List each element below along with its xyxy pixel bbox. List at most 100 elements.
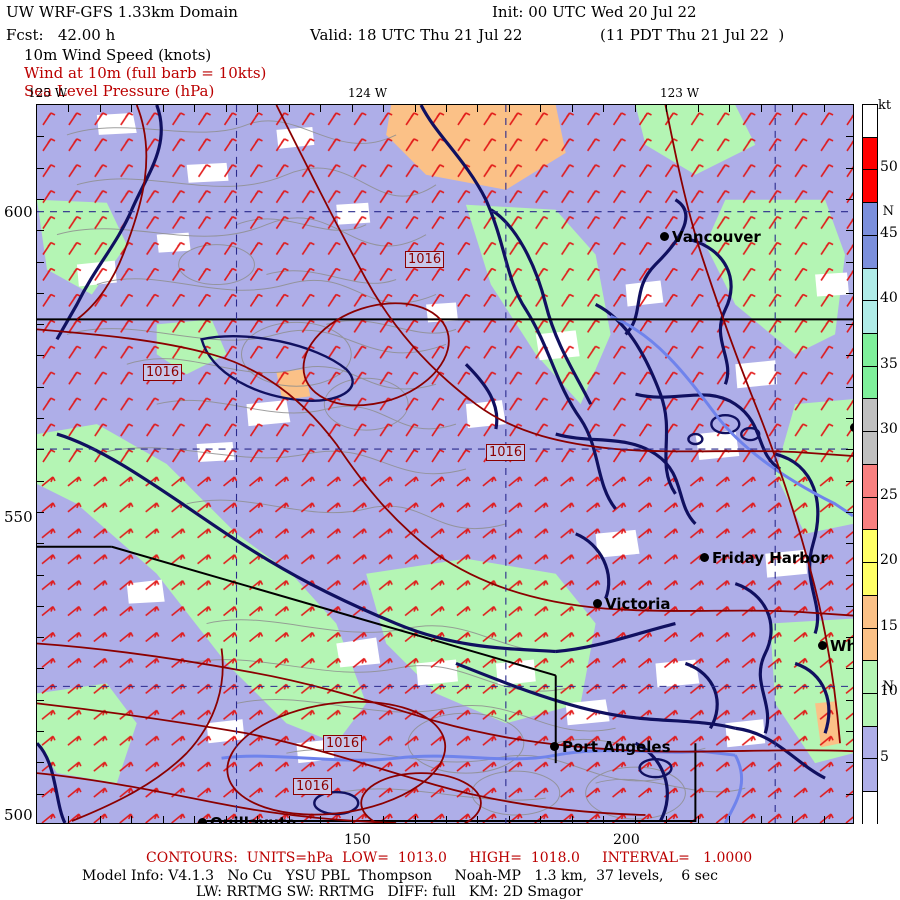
map-tick-x bbox=[603, 816, 605, 823]
valid-time: Valid: 18 UTC Thu 21 Jul 22 bbox=[310, 26, 523, 44]
colorbar-band-14 bbox=[863, 563, 877, 596]
city-dot-icon bbox=[850, 423, 853, 432]
map-tick-y bbox=[846, 574, 853, 576]
map-tick-y bbox=[37, 136, 44, 138]
map-tick-y bbox=[846, 480, 853, 482]
city-dot-icon bbox=[198, 818, 207, 823]
model-title: UW WRF-GFS 1.33km Domain bbox=[6, 3, 238, 21]
map-tick-x bbox=[446, 816, 447, 823]
map-tick-x bbox=[540, 105, 542, 112]
colorbar-tick-25: 25 bbox=[880, 486, 898, 503]
field-label: 10m Wind Speed (knots) bbox=[24, 46, 212, 64]
colorbar-tick-35: 35 bbox=[880, 355, 898, 372]
map-tick-x bbox=[477, 816, 479, 823]
city-dot-icon bbox=[550, 742, 559, 751]
map-tick-x bbox=[666, 816, 668, 823]
map-tick-y bbox=[37, 668, 44, 670]
map-tick-x bbox=[792, 105, 794, 112]
map-tick-x bbox=[697, 816, 699, 823]
colorbar-band-4 bbox=[863, 235, 877, 269]
map-tick-x bbox=[288, 816, 290, 823]
map-tick-y bbox=[846, 699, 853, 701]
map-tick-y bbox=[37, 324, 44, 326]
map-tick-y bbox=[846, 198, 853, 200]
map-tick-y bbox=[846, 418, 853, 420]
pressure-contour-label: 1016 bbox=[143, 364, 183, 381]
map-tick-x bbox=[666, 105, 668, 112]
map-tick-y bbox=[846, 762, 853, 764]
map-tick-y bbox=[37, 198, 44, 200]
map-tick-y bbox=[846, 449, 853, 451]
colorbar-band-13 bbox=[863, 530, 877, 564]
colorbar-tick-45: 45 bbox=[880, 224, 898, 241]
map-tick-x bbox=[823, 816, 825, 823]
map-tick-y bbox=[846, 668, 853, 670]
colorbar-band-0 bbox=[863, 105, 877, 138]
city-dot-icon bbox=[660, 232, 669, 241]
colorbar-band-16 bbox=[863, 628, 877, 662]
map-tick-x bbox=[194, 105, 196, 112]
map-tick-y bbox=[846, 543, 853, 545]
pressure-contours bbox=[37, 105, 853, 823]
map-tick-x bbox=[162, 105, 164, 112]
map-tick-y bbox=[37, 605, 44, 607]
map-tick-x bbox=[99, 816, 101, 823]
pressure-label: Sea Level Pressure (hPa) bbox=[24, 82, 215, 100]
map-tick-x bbox=[823, 105, 825, 112]
colorbar-band-10 bbox=[863, 432, 877, 465]
colorbar-tick-5: 5 bbox=[880, 748, 889, 765]
map-tick-y bbox=[37, 449, 44, 451]
wind-barb-field-upper bbox=[37, 105, 853, 464]
map-tick-x bbox=[257, 105, 259, 112]
map-tick-y bbox=[846, 511, 853, 513]
y-grid-label-550: 550 bbox=[4, 508, 33, 526]
map-tick-y bbox=[37, 355, 44, 357]
pressure-contour-label: 1016 bbox=[405, 251, 445, 268]
colorbar-band-11 bbox=[863, 464, 877, 498]
colorbar-band-19 bbox=[863, 726, 877, 760]
map-tick-x bbox=[68, 816, 70, 823]
map-tick-x bbox=[760, 816, 762, 823]
city-label: Vancouver bbox=[672, 228, 761, 246]
colorbar-band-7 bbox=[863, 334, 877, 367]
map-tick-x bbox=[508, 816, 510, 823]
map-tick-x bbox=[225, 816, 227, 823]
colorbar-tick-40: 40 bbox=[880, 290, 898, 307]
map-tick-y bbox=[846, 605, 853, 607]
colorbar-band-9 bbox=[863, 399, 877, 433]
city-label: Port Angeles bbox=[562, 738, 671, 756]
colorbar-tick-30: 30 bbox=[880, 421, 898, 438]
longitude-label-2: 123 W bbox=[660, 86, 700, 100]
map-tick-y bbox=[846, 731, 853, 733]
map-tick-x bbox=[131, 105, 133, 112]
forecast-map[interactable]: VancouverBellFriday HarborVictoriaWhidbe… bbox=[36, 104, 854, 824]
colorbar-tick-50: 50 bbox=[880, 159, 898, 176]
map-tick-y bbox=[37, 418, 44, 420]
map-tick-x bbox=[414, 816, 416, 823]
map-tick-y bbox=[846, 637, 853, 639]
colorbar-band-3 bbox=[863, 203, 877, 236]
y-grid-label-500: 500 bbox=[4, 806, 33, 824]
colorbar-band-1 bbox=[863, 137, 877, 171]
map-tick-y bbox=[846, 324, 853, 326]
x-grid-label-200: 200 bbox=[613, 832, 640, 848]
colorbar-band-6 bbox=[863, 301, 877, 335]
map-tick-x bbox=[571, 105, 573, 112]
map-tick-x bbox=[697, 105, 699, 112]
map-tick-y bbox=[37, 167, 44, 169]
map-tick-x bbox=[446, 105, 447, 112]
map-tick-x bbox=[571, 816, 573, 823]
pressure-contour-label: 1016 bbox=[486, 444, 526, 461]
colorbar-tick-labels: 50 45 40 35 30 25 20 15 10 5 bbox=[880, 104, 900, 824]
map-tick-x bbox=[477, 105, 479, 112]
x-grid-label-150: 150 bbox=[344, 832, 371, 848]
map-tick-y bbox=[37, 386, 44, 388]
map-tick-x bbox=[225, 105, 227, 112]
y-grid-label-600: 600 bbox=[4, 203, 33, 221]
map-tick-y bbox=[846, 386, 853, 388]
graticule bbox=[37, 105, 853, 823]
map-tick-y bbox=[37, 292, 44, 294]
map-tick-x bbox=[603, 105, 605, 112]
wind-speed-colorbar[interactable] bbox=[862, 104, 878, 825]
colorbar-band-8 bbox=[863, 366, 877, 400]
